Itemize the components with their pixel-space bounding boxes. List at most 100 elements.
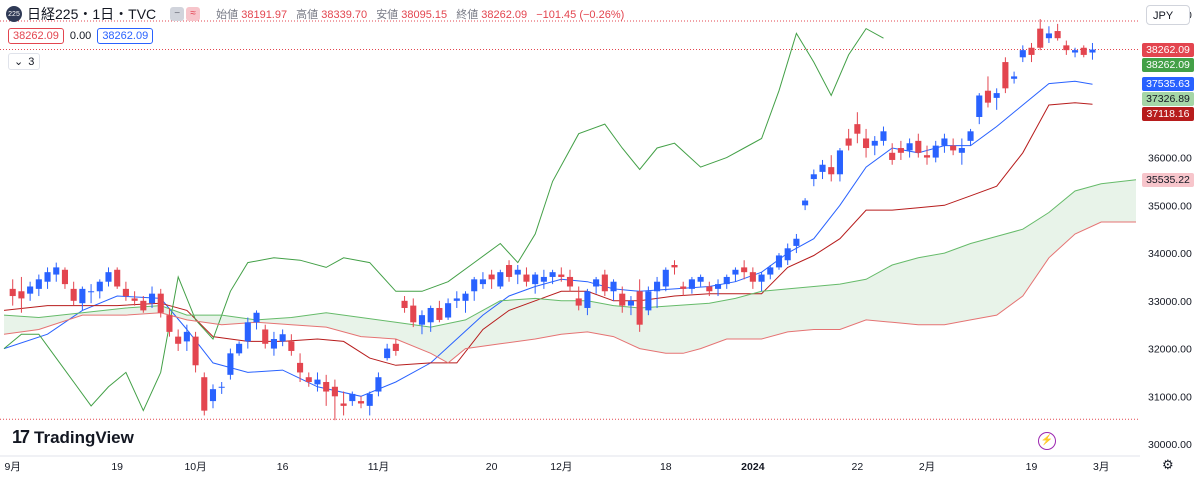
candle-body-116: [1019, 50, 1026, 58]
candle-body-19: [175, 336, 182, 344]
candle-body-25: [227, 353, 234, 375]
ohlc-close-label: 終値: [456, 9, 479, 21]
candle-body-72: [636, 291, 643, 325]
candle-body-45: [401, 300, 408, 308]
ohlc-values: 始値 38191.97 高値 38339.70 安値 38095.15 終値 3…: [216, 6, 630, 22]
candle-body-65: [575, 298, 582, 306]
candle-body-110: [967, 131, 974, 141]
ichimoku-line-2: [3, 27, 884, 412]
candle-body-10: [96, 281, 103, 292]
x-tick-label-8: 2024: [741, 461, 765, 473]
candle-body-27: [244, 322, 251, 342]
candle-body-39: [349, 393, 356, 402]
candle-body-61: [540, 276, 547, 282]
price-label-1: 38262.09: [1142, 57, 1194, 72]
order-row: 38262.09 0.00 38262.09: [8, 28, 159, 44]
candle-body-90: [793, 238, 800, 246]
candle-body-12: [114, 269, 121, 287]
candle-body-57: [505, 265, 513, 277]
indicator-count: 3: [28, 55, 35, 68]
tradingview-logo-icon: 17: [12, 427, 30, 447]
candle-body-113: [993, 93, 1000, 98]
chevron-down-icon[interactable]: ⌄: [14, 56, 24, 68]
candle-body-111: [976, 95, 983, 117]
ohlc-change: −101.45 (−0.26%): [536, 9, 625, 21]
candle-body-15: [140, 300, 147, 311]
indicator-toggle[interactable]: ⌄ 3: [8, 53, 41, 70]
candle-body-120: [1054, 31, 1061, 39]
candle-body-47: [418, 315, 426, 325]
candle-body-69: [610, 281, 617, 292]
candle-body-54: [479, 279, 486, 285]
candle-body-88: [775, 255, 783, 268]
candle-body-87: [767, 267, 774, 275]
candle-body-118: [1037, 28, 1044, 48]
candle-body-38: [340, 403, 347, 406]
candle-body-20: [183, 331, 190, 342]
candle-body-124: [1089, 49, 1096, 53]
candle-body-0: [9, 288, 16, 297]
candle-body-96: [845, 138, 852, 146]
candle-body-21: [192, 336, 199, 366]
y-tick-label-4: 35000.00: [1148, 200, 1192, 212]
price-label-4: 37118.16: [1142, 107, 1194, 122]
candle-body-41: [366, 393, 373, 406]
candle-body-51: [453, 298, 460, 301]
candle-body-8: [79, 288, 86, 304]
candle-body-83: [732, 269, 739, 275]
ohlc-low-label: 安値: [376, 9, 399, 21]
ichimoku-line-0: [3, 80, 1093, 397]
symbol-badge-icon[interactable]: 225: [6, 6, 22, 22]
ohlc-close-value: 38262.09: [481, 9, 528, 21]
candle-body-115: [1011, 76, 1018, 79]
candle-body-18: [166, 315, 173, 332]
candle-body-14: [131, 298, 138, 301]
candle-body-17: [157, 293, 164, 313]
candle-body-5: [53, 267, 60, 275]
flash-icon[interactable]: ⚡: [1038, 432, 1056, 450]
spread-value: 0.00: [69, 30, 92, 42]
x-tick-label-0: 9月: [5, 461, 21, 473]
symbol-title[interactable]: 日経225・1日・TVC: [27, 6, 157, 22]
buy-price-button[interactable]: 38262.09: [97, 28, 154, 44]
minus-icon[interactable]: −: [170, 7, 185, 21]
candle-body-23: [209, 389, 217, 402]
tradingview-logo[interactable]: 17 TradingView: [12, 427, 134, 448]
price-label-5: 35535.22: [1142, 172, 1194, 187]
candle-body-106: [932, 145, 939, 158]
gear-icon[interactable]: ⚙: [1162, 457, 1174, 472]
candle-body-30: [270, 339, 277, 349]
candle-body-73: [645, 291, 652, 311]
candle-body-82: [723, 276, 730, 285]
candle-body-93: [819, 164, 826, 172]
currency-selector[interactable]: JPY: [1146, 5, 1190, 25]
x-tick-label-1: 19: [111, 461, 123, 473]
candle-body-46: [410, 305, 417, 323]
candle-body-37: [331, 386, 338, 397]
candle-body-40: [357, 401, 365, 404]
candle-body-16: [148, 293, 156, 304]
candle-body-42: [375, 377, 382, 392]
candle-body-24: [218, 386, 225, 388]
candle-body-85: [749, 272, 756, 282]
ohlc-open-value: 38191.97: [241, 9, 288, 21]
candle-body-123: [1080, 47, 1087, 55]
wave-icon[interactable]: ≈: [186, 7, 201, 21]
x-tick-label-7: 18: [660, 461, 672, 473]
candle-body-13: [122, 288, 129, 297]
candle-body-44: [392, 343, 399, 351]
y-tick-label-3: 36000.00: [1148, 153, 1192, 165]
x-tick-label-11: 19: [1026, 461, 1038, 473]
candle-body-103: [906, 143, 913, 151]
candle-body-2: [27, 286, 34, 294]
y-tick-label-5: 34000.00: [1148, 248, 1192, 260]
candle-body-80: [706, 286, 713, 292]
ohlc-open-label: 始値: [216, 9, 239, 21]
candle-body-104: [915, 140, 922, 153]
cloud-fill-0: [4, 179, 1136, 363]
sell-price-button[interactable]: 38262.09: [8, 28, 64, 44]
candle-body-33: [297, 362, 304, 373]
candle-body-59: [523, 274, 530, 282]
